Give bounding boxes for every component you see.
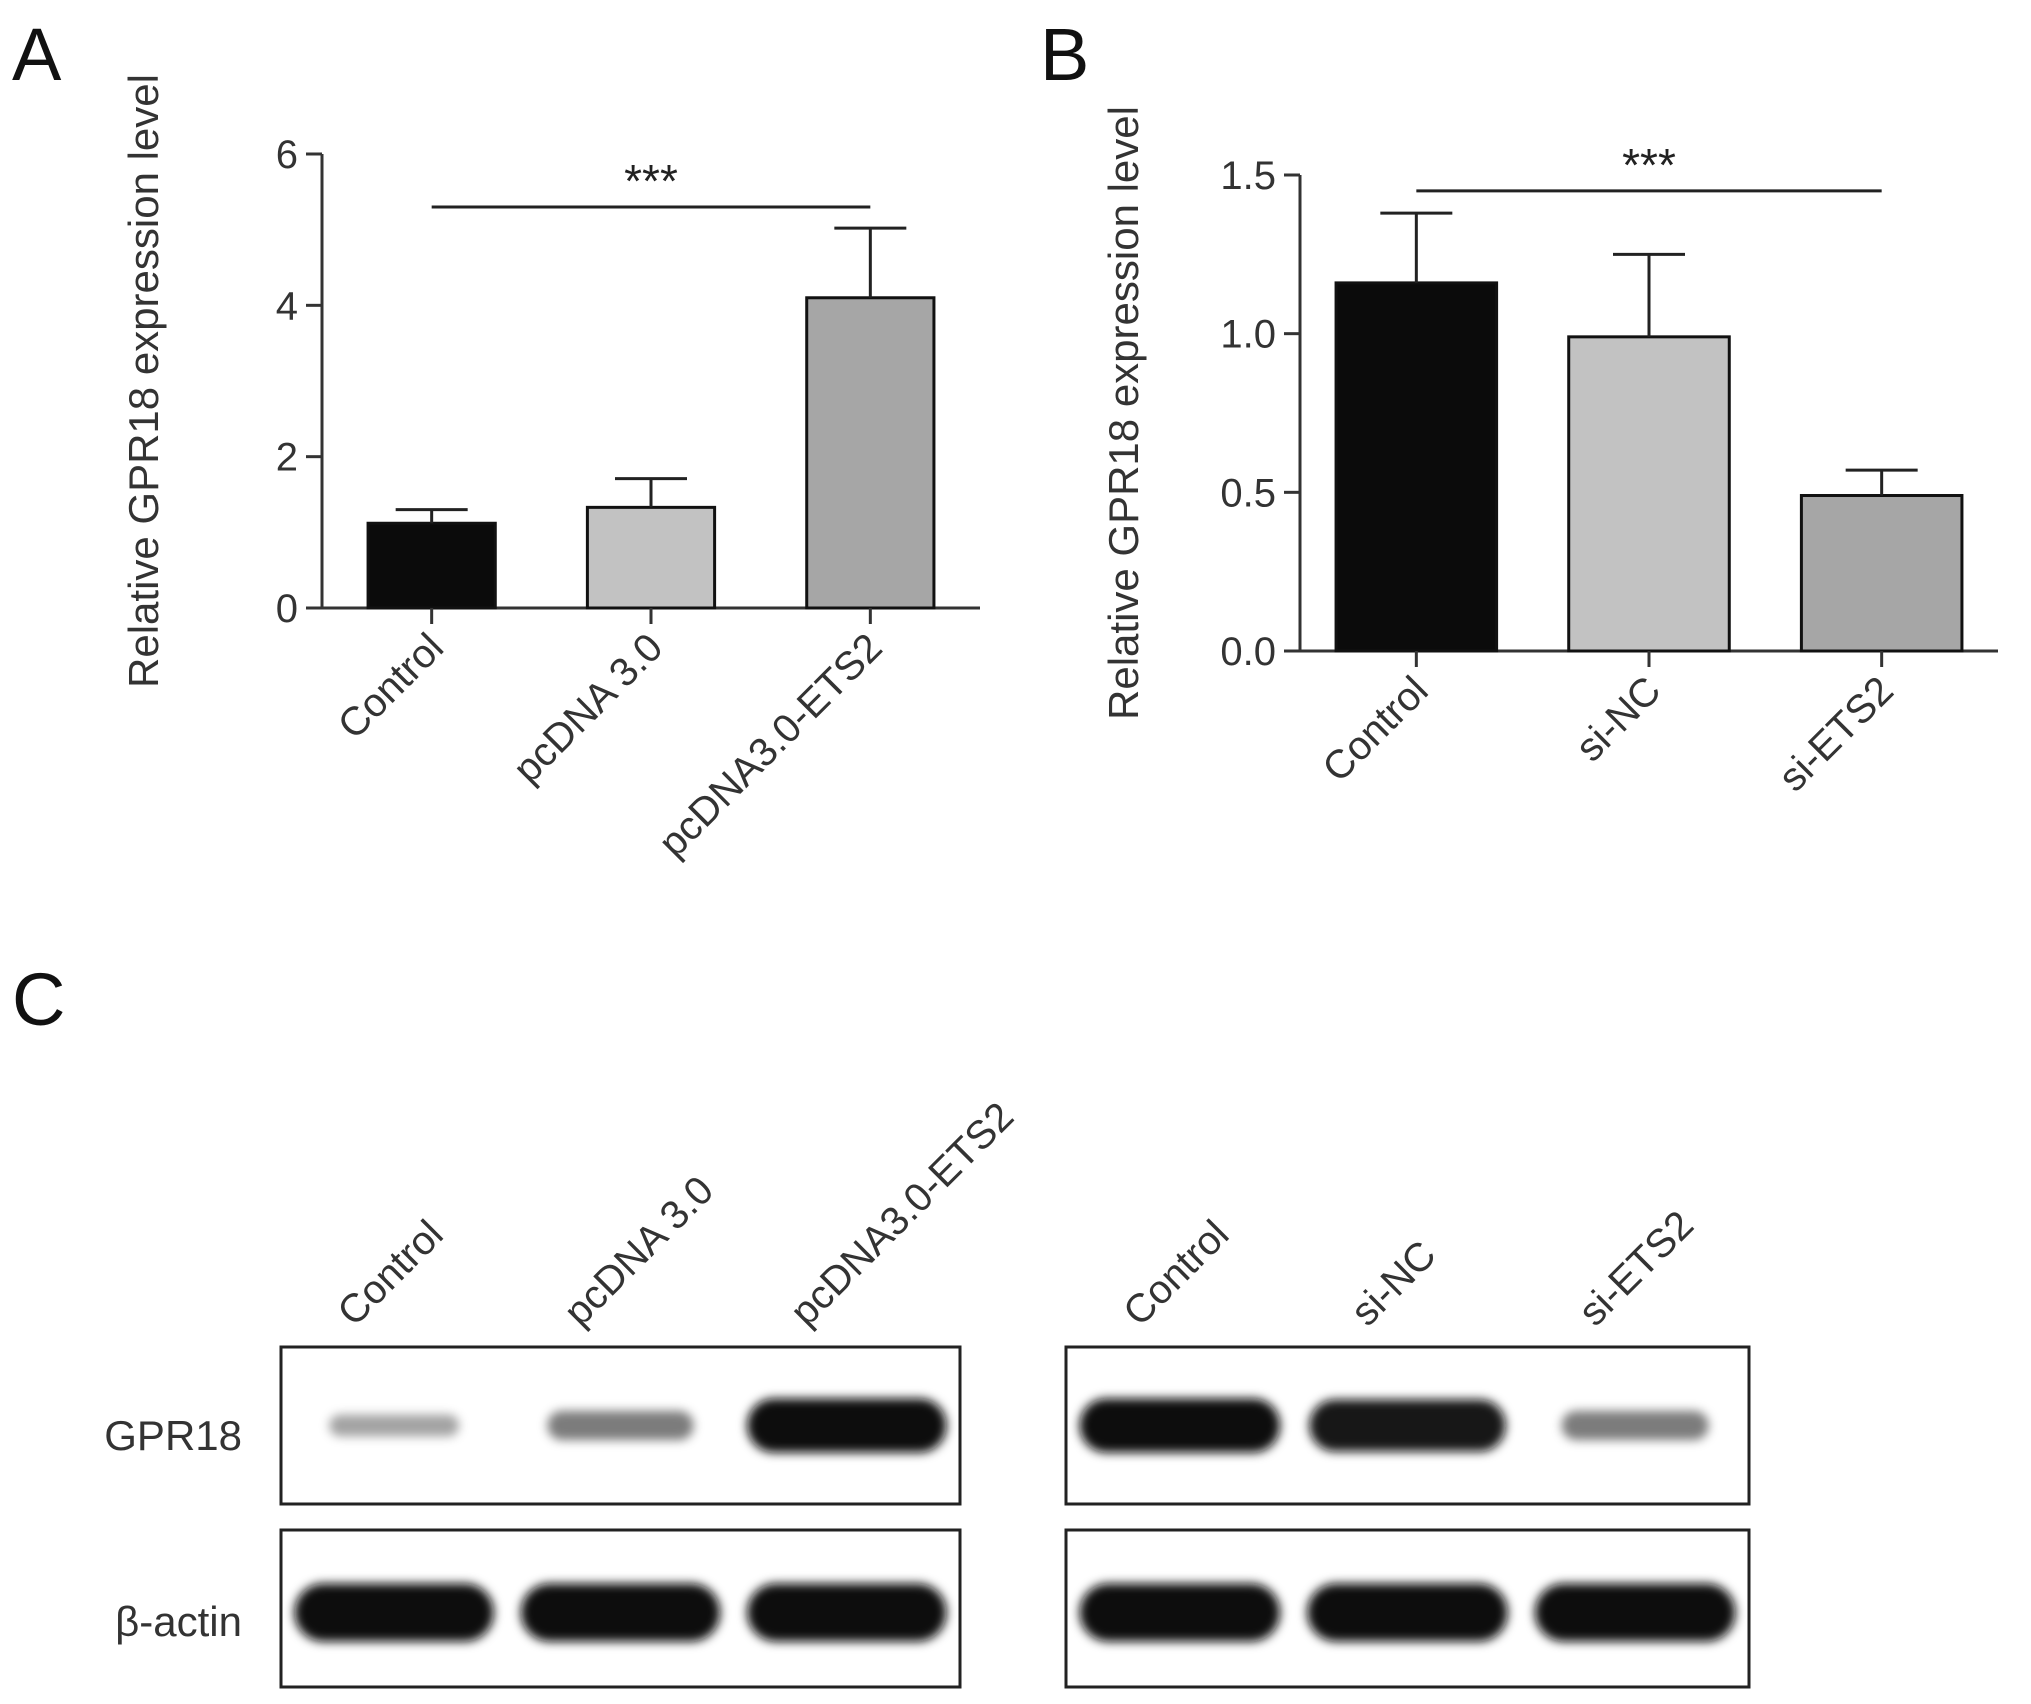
- chart-a: Relative GPR18 expression level 0 2 4 6 Contr…: [120, 74, 980, 865]
- blot-left-band-beta-actin-lane-2: [520, 1583, 721, 1642]
- blot-right-lane-label-2: si-NC: [1343, 1233, 1445, 1335]
- panel-b-letter: B: [1040, 13, 1089, 96]
- blot-left-band-gpr18-lane-3: [747, 1398, 947, 1453]
- blot-right-band-gpr18-lane-1: [1079, 1398, 1281, 1453]
- blot-left: Control pcDNA 3.0 pcDNA3.0-ETS2: [279, 1094, 1022, 1689]
- chart-b-category-label-2: si-NC: [1568, 668, 1670, 770]
- chart-a-y-tick-label: 4: [276, 284, 298, 328]
- blot-left-lane-label-1: Control: [329, 1212, 451, 1334]
- chart-b-bar-3: [1799, 494, 1964, 653]
- blot-left-band-gpr18-lane-1: [329, 1414, 460, 1437]
- chart-a-significance-label: ***: [624, 155, 678, 207]
- chart-a-category-label-1: Control: [330, 625, 452, 747]
- chart-b-category-label-1: Control: [1314, 668, 1436, 790]
- panel-c-letter: C: [12, 958, 65, 1041]
- blot-row-label-beta-actin: β-actin: [115, 1598, 242, 1645]
- blot-left-band-beta-actin-lane-3: [747, 1583, 947, 1642]
- chart-b-y-axis-title: Relative GPR18 expression level: [1100, 106, 1147, 720]
- western-blot-panel: GPR18 β-actin Control pcDNA 3.0 pcDNA3.0-E…: [104, 1094, 1751, 1689]
- chart-b-y-tick-label: 0.0: [1220, 630, 1276, 674]
- chart-a-bar-1: [366, 521, 497, 610]
- chart-a-category-label-3: pcDNA3.0-ETS2: [651, 625, 891, 865]
- chart-a-y-tick-label: 0: [276, 587, 298, 631]
- blot-right-band-beta-actin-lane-3: [1534, 1583, 1736, 1642]
- chart-a-bar-2: [585, 505, 717, 610]
- chart-a-y-tick-label: 2: [276, 436, 298, 480]
- blot-right: Control si-NC si-ETS2: [1064, 1203, 1751, 1689]
- chart-b-bar-2: [1567, 335, 1731, 653]
- blot-right-lane-label-3: si-ETS2: [1570, 1203, 1702, 1335]
- chart-a-y-axis-title: Relative GPR18 expression level: [120, 74, 167, 688]
- panel-a-letter: A: [12, 13, 62, 96]
- chart-b-bar-1: [1334, 281, 1499, 653]
- chart-b-y-tick-label: 1.5: [1220, 154, 1276, 198]
- chart-a-y-tick-label: 6: [276, 133, 298, 177]
- chart-b-y-tick-label: 0.5: [1220, 471, 1276, 515]
- blot-left-lane-label-2: pcDNA 3.0: [556, 1168, 722, 1334]
- chart-b-significance-label: ***: [1622, 139, 1676, 191]
- chart-b-y-tick-label: 1.0: [1220, 313, 1276, 357]
- blot-left-band-gpr18-lane-2: [547, 1410, 694, 1441]
- blot-right-band-beta-actin-lane-2: [1307, 1583, 1508, 1642]
- blot-left-band-beta-actin-lane-1: [294, 1583, 494, 1642]
- blot-right-band-gpr18-lane-3: [1561, 1410, 1709, 1441]
- blot-left-lane-label-3: pcDNA3.0-ETS2: [782, 1094, 1022, 1334]
- chart-a-category-label-2: pcDNA 3.0: [505, 625, 671, 791]
- blot-row-label-gpr18: GPR18: [104, 1412, 242, 1459]
- chart-b: Relative GPR18 expression level 0.0 0.5 1.0…: [1100, 106, 1998, 800]
- chart-a-bar-3: [805, 296, 936, 610]
- blot-right-lane-label-1: Control: [1115, 1212, 1237, 1334]
- blot-right-band-beta-actin-lane-1: [1079, 1583, 1281, 1642]
- chart-b-category-label-3: si-ETS2: [1770, 668, 1902, 800]
- blot-right-band-gpr18-lane-2: [1309, 1399, 1506, 1452]
